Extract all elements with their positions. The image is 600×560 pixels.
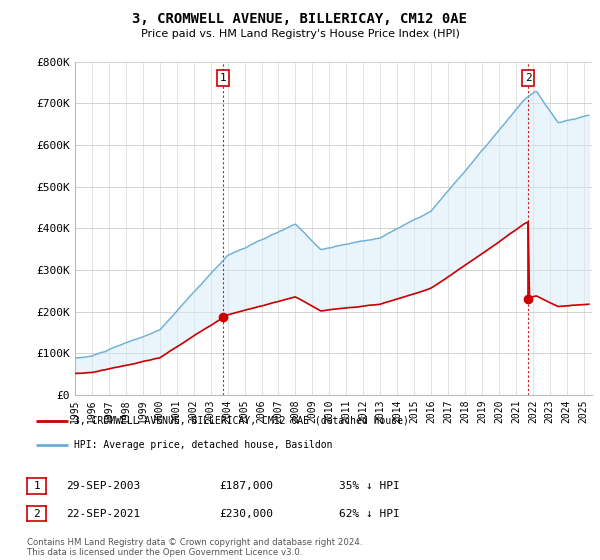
Text: 35% ↓ HPI: 35% ↓ HPI bbox=[339, 481, 400, 491]
Text: 29-SEP-2003: 29-SEP-2003 bbox=[66, 481, 140, 491]
Text: 3, CROMWELL AVENUE, BILLERICAY, CM12 0AE: 3, CROMWELL AVENUE, BILLERICAY, CM12 0AE bbox=[133, 12, 467, 26]
Text: 2: 2 bbox=[525, 73, 532, 83]
Text: 1: 1 bbox=[220, 73, 227, 83]
Text: 3, CROMWELL AVENUE, BILLERICAY, CM12 0AE (detached house): 3, CROMWELL AVENUE, BILLERICAY, CM12 0AE… bbox=[74, 416, 409, 426]
Text: 22-SEP-2021: 22-SEP-2021 bbox=[66, 508, 140, 519]
Text: 2: 2 bbox=[33, 508, 40, 519]
Text: 62% ↓ HPI: 62% ↓ HPI bbox=[339, 508, 400, 519]
Text: HPI: Average price, detached house, Basildon: HPI: Average price, detached house, Basi… bbox=[74, 440, 333, 450]
Text: Price paid vs. HM Land Registry's House Price Index (HPI): Price paid vs. HM Land Registry's House … bbox=[140, 29, 460, 39]
Text: 1: 1 bbox=[33, 481, 40, 491]
Text: £187,000: £187,000 bbox=[219, 481, 273, 491]
Text: £230,000: £230,000 bbox=[219, 508, 273, 519]
Text: Contains HM Land Registry data © Crown copyright and database right 2024.
This d: Contains HM Land Registry data © Crown c… bbox=[27, 538, 362, 557]
